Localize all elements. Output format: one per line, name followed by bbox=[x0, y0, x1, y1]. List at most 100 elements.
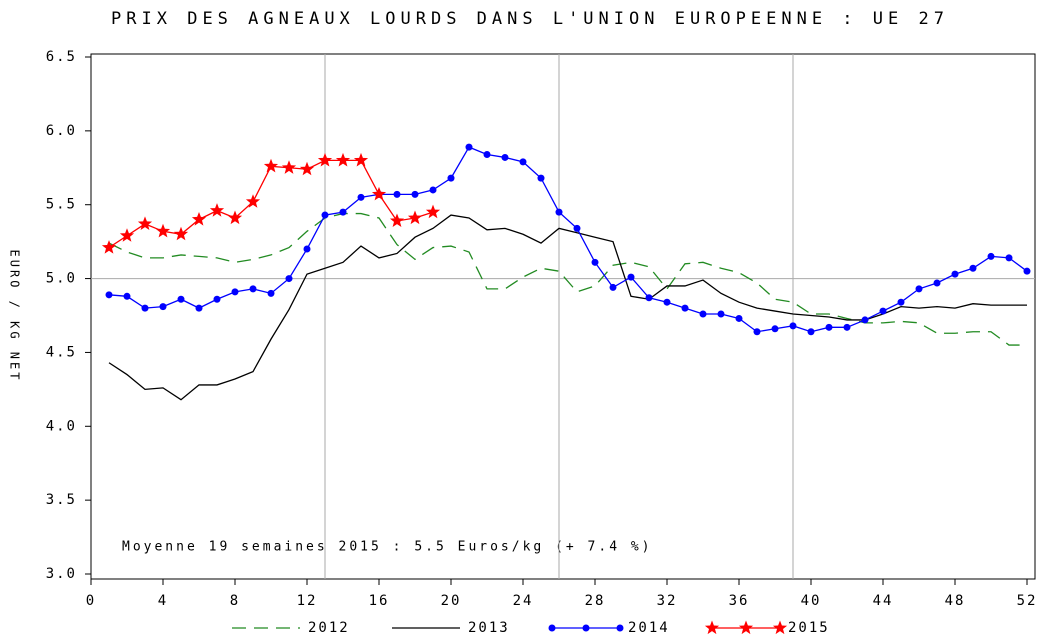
marker bbox=[789, 322, 797, 330]
x-tick-label: 32 bbox=[657, 593, 678, 609]
x-tick-label: 16 bbox=[369, 593, 390, 609]
marker bbox=[483, 150, 491, 158]
marker bbox=[704, 620, 720, 635]
marker bbox=[285, 275, 293, 283]
marker bbox=[616, 624, 624, 632]
marker bbox=[555, 208, 563, 216]
marker bbox=[772, 620, 788, 635]
marker bbox=[951, 270, 959, 278]
marker bbox=[123, 292, 131, 300]
marker bbox=[155, 223, 171, 238]
legend-label: 2012 bbox=[308, 620, 350, 635]
annotation: Moyenne 19 semaines 2015 : 5.5 Euros/kg … bbox=[122, 540, 653, 555]
marker bbox=[933, 279, 941, 287]
series-line bbox=[108, 212, 1027, 346]
marker bbox=[807, 328, 815, 336]
x-tick-label: 36 bbox=[729, 593, 750, 609]
marker bbox=[393, 190, 401, 198]
marker bbox=[735, 314, 743, 322]
marker bbox=[281, 160, 297, 174]
marker bbox=[897, 298, 905, 306]
marker bbox=[969, 264, 977, 272]
y-tick-label: 3.5 bbox=[46, 492, 77, 508]
marker bbox=[119, 228, 135, 242]
y-axis-label: EURO / KG NET bbox=[8, 250, 22, 383]
marker bbox=[627, 273, 635, 281]
y-tick-label: 6.0 bbox=[46, 123, 77, 139]
x-tick-label: 52 bbox=[1017, 593, 1038, 609]
marker bbox=[299, 161, 315, 176]
marker bbox=[303, 245, 311, 253]
marker bbox=[177, 295, 185, 303]
marker bbox=[173, 226, 189, 241]
x-tick-label: 48 bbox=[945, 593, 966, 609]
marker bbox=[843, 323, 851, 331]
marker bbox=[195, 304, 203, 312]
marker bbox=[425, 204, 441, 219]
x-tick-label: 4 bbox=[158, 593, 168, 609]
marker bbox=[738, 620, 754, 635]
x-tick-label: 8 bbox=[230, 593, 240, 609]
marker bbox=[407, 210, 423, 225]
marker bbox=[717, 310, 725, 318]
marker bbox=[548, 624, 556, 632]
marker bbox=[699, 310, 707, 318]
marker bbox=[353, 152, 369, 167]
marker bbox=[371, 186, 387, 201]
x-tick-label: 28 bbox=[585, 593, 606, 609]
marker bbox=[447, 174, 455, 182]
series-line bbox=[108, 214, 1027, 401]
marker bbox=[582, 624, 590, 632]
marker bbox=[771, 325, 779, 333]
marker bbox=[537, 174, 545, 182]
chart-title: PRIX DES AGNEAUX LOURDS DANS L'UNION EUR… bbox=[111, 9, 949, 29]
marker bbox=[861, 316, 869, 324]
marker bbox=[645, 294, 653, 302]
marker bbox=[191, 212, 207, 226]
marker bbox=[249, 285, 257, 293]
x-tick-label: 24 bbox=[513, 593, 534, 609]
y-tick-label: 3.0 bbox=[46, 566, 77, 582]
y-tick-label: 5.0 bbox=[46, 271, 77, 287]
plot-frame bbox=[90, 53, 1036, 580]
marker bbox=[357, 193, 365, 201]
marker bbox=[231, 288, 239, 296]
x-tick-label: 12 bbox=[297, 593, 318, 609]
marker bbox=[681, 304, 689, 312]
marker bbox=[335, 152, 351, 167]
marker bbox=[213, 295, 221, 303]
y-tick-label: 6.5 bbox=[46, 49, 77, 65]
legend-label: 2013 bbox=[468, 620, 510, 635]
legend-label: 2014 bbox=[628, 620, 670, 635]
marker bbox=[429, 186, 437, 194]
x-tick-label: 44 bbox=[873, 593, 894, 609]
marker bbox=[465, 143, 473, 151]
y-tick-label: 4.5 bbox=[46, 344, 77, 360]
series-line bbox=[108, 159, 434, 249]
x-tick-label: 0 bbox=[86, 593, 96, 609]
marker bbox=[879, 307, 887, 315]
marker bbox=[825, 323, 833, 331]
marker bbox=[609, 283, 617, 291]
marker bbox=[245, 194, 261, 208]
marker bbox=[411, 190, 419, 198]
marker bbox=[591, 258, 599, 266]
marker bbox=[101, 240, 117, 254]
marker bbox=[317, 152, 333, 167]
marker bbox=[321, 211, 329, 219]
x-tick-label: 40 bbox=[801, 593, 822, 609]
marker bbox=[915, 285, 923, 293]
x-tick-label: 20 bbox=[441, 593, 462, 609]
marker bbox=[267, 289, 275, 297]
marker bbox=[1023, 267, 1031, 275]
y-tick-label: 5.5 bbox=[46, 197, 77, 213]
marker bbox=[573, 224, 581, 232]
marker bbox=[1005, 254, 1013, 262]
marker bbox=[339, 208, 347, 216]
marker bbox=[227, 210, 243, 225]
marker bbox=[159, 303, 167, 311]
marker bbox=[105, 291, 113, 299]
marker bbox=[137, 216, 153, 230]
marker bbox=[209, 203, 225, 217]
